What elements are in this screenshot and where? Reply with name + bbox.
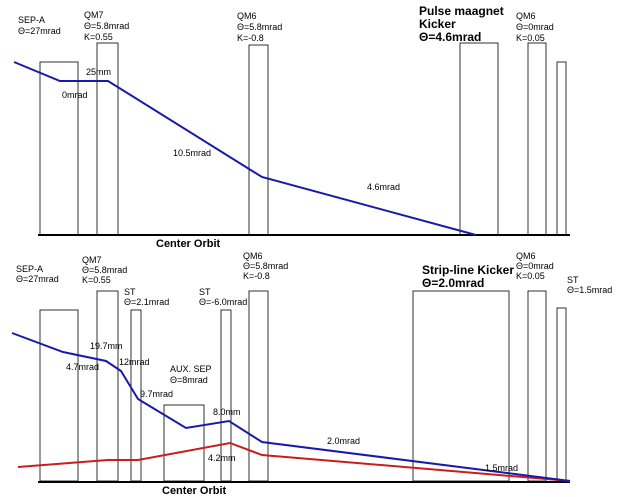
bot-qm7-k: K=0.55: [82, 275, 111, 285]
top-label-4-6mrad: 4.6mrad: [367, 182, 400, 192]
top-qm7-name: QM7: [84, 10, 104, 20]
top-qm6b-theta: Θ=0mrad: [516, 22, 554, 32]
bot-qm6-box: [248, 290, 269, 482]
bot-st3-name: ST: [567, 275, 579, 285]
bot-qm6b-k: K=0.05: [516, 271, 545, 281]
bot-qm6b-name: QM6: [516, 251, 536, 261]
bot-qm6-name: QM6: [243, 251, 263, 261]
bot-st3-box: [556, 307, 567, 482]
bot-orbit-red: [17, 441, 571, 482]
top-qm7-theta: Θ=5.8mrad: [84, 21, 129, 31]
bot-label-19-7mm: 19.7mm: [90, 341, 123, 351]
bot-aux-sep-box: [163, 404, 205, 482]
top-sep-a-box: [39, 61, 79, 236]
top-qm6-box: [248, 44, 269, 236]
bot-label-2-0mrad: 2.0mrad: [327, 436, 360, 446]
top-kicker-line2: Kicker: [419, 17, 456, 31]
bot-label-1-5mrad: 1.5mrad: [485, 463, 518, 473]
bot-aux-sep-name: AUX. SEP: [170, 364, 212, 374]
bot-kicker-line1: Strip-line Kicker: [422, 263, 514, 277]
bot-qm6-theta: Θ=5.8mrad: [243, 261, 288, 271]
bot-label-9-7mrad: 9.7mrad: [140, 389, 173, 399]
top-kicker-box: [459, 42, 499, 236]
bot-st1-name: ST: [124, 287, 136, 297]
top-label-10-5mrad: 10.5mrad: [173, 148, 211, 158]
bot-qm6b-theta: Θ=0mrad: [516, 261, 554, 271]
top-label-0mrad: 0mrad: [62, 90, 88, 100]
bot-st2-theta: Θ=-6.0mrad: [199, 297, 247, 307]
top-qm6b-name: QM6: [516, 11, 536, 21]
bot-aux-sep-theta: Θ=8mrad: [170, 375, 208, 385]
bot-sep-a-name: SEP-A: [16, 264, 43, 274]
top-qm7-k: K=0.55: [84, 32, 113, 42]
top-orbit-blue: [13, 61, 477, 236]
bot-label-8-0mm: 8.0mm: [213, 407, 241, 417]
bot-st3-theta: Θ=1.5mrad: [567, 285, 612, 295]
top-kicker-line1: Pulse maagnet: [419, 4, 504, 18]
bot-label-4-7mrad: 4.7mrad: [66, 362, 99, 372]
top-qm6-k: K=-0.8: [237, 33, 264, 43]
bot-qm7-box: [96, 290, 119, 482]
top-qm6-name: QM6: [237, 11, 257, 21]
bot-center-orbit-label: Center Orbit: [162, 485, 227, 497]
bot-st2-name: ST: [199, 287, 211, 297]
bottom-panel: SEP-A Θ=27mrad QM7 Θ=5.8mrad K=0.55 ST Θ…: [11, 251, 612, 497]
bot-qm6b-box: [527, 290, 547, 482]
bot-label-4-2mm: 4.2mm: [208, 453, 236, 463]
bot-label-12mrad: 12mrad: [119, 357, 150, 367]
top-sep-a-theta: Θ=27mrad: [18, 26, 61, 36]
bot-st1-theta: Θ=2.1mrad: [124, 297, 169, 307]
top-panel: SEP-A Θ=27mrad QM7 Θ=5.8mrad K=0.55 QM6 …: [13, 4, 570, 250]
top-qm6b-k: K=0.05: [516, 33, 545, 43]
bot-qm6-k: K=-0.8: [243, 271, 270, 281]
bot-qm7-theta: Θ=5.8mrad: [82, 265, 127, 275]
bot-orbit-blue: [11, 332, 571, 482]
top-qm6-theta: Θ=5.8mrad: [237, 22, 282, 32]
top-kicker-theta: Θ=4.6mrad: [419, 30, 481, 44]
top-right-small-box: [556, 61, 567, 236]
top-qm6b-box: [527, 42, 547, 236]
top-center-orbit-label: Center Orbit: [156, 238, 221, 250]
top-sep-a-name: SEP-A: [18, 15, 45, 25]
bot-kicker-theta: Θ=2.0mrad: [422, 276, 484, 290]
top-label-25mm: 25mm: [86, 67, 111, 77]
bot-kicker-box: [412, 290, 510, 482]
bot-sep-a-box: [39, 309, 79, 482]
bot-qm7-name: QM7: [82, 255, 102, 265]
bot-sep-a-theta: Θ=27mrad: [16, 274, 59, 284]
